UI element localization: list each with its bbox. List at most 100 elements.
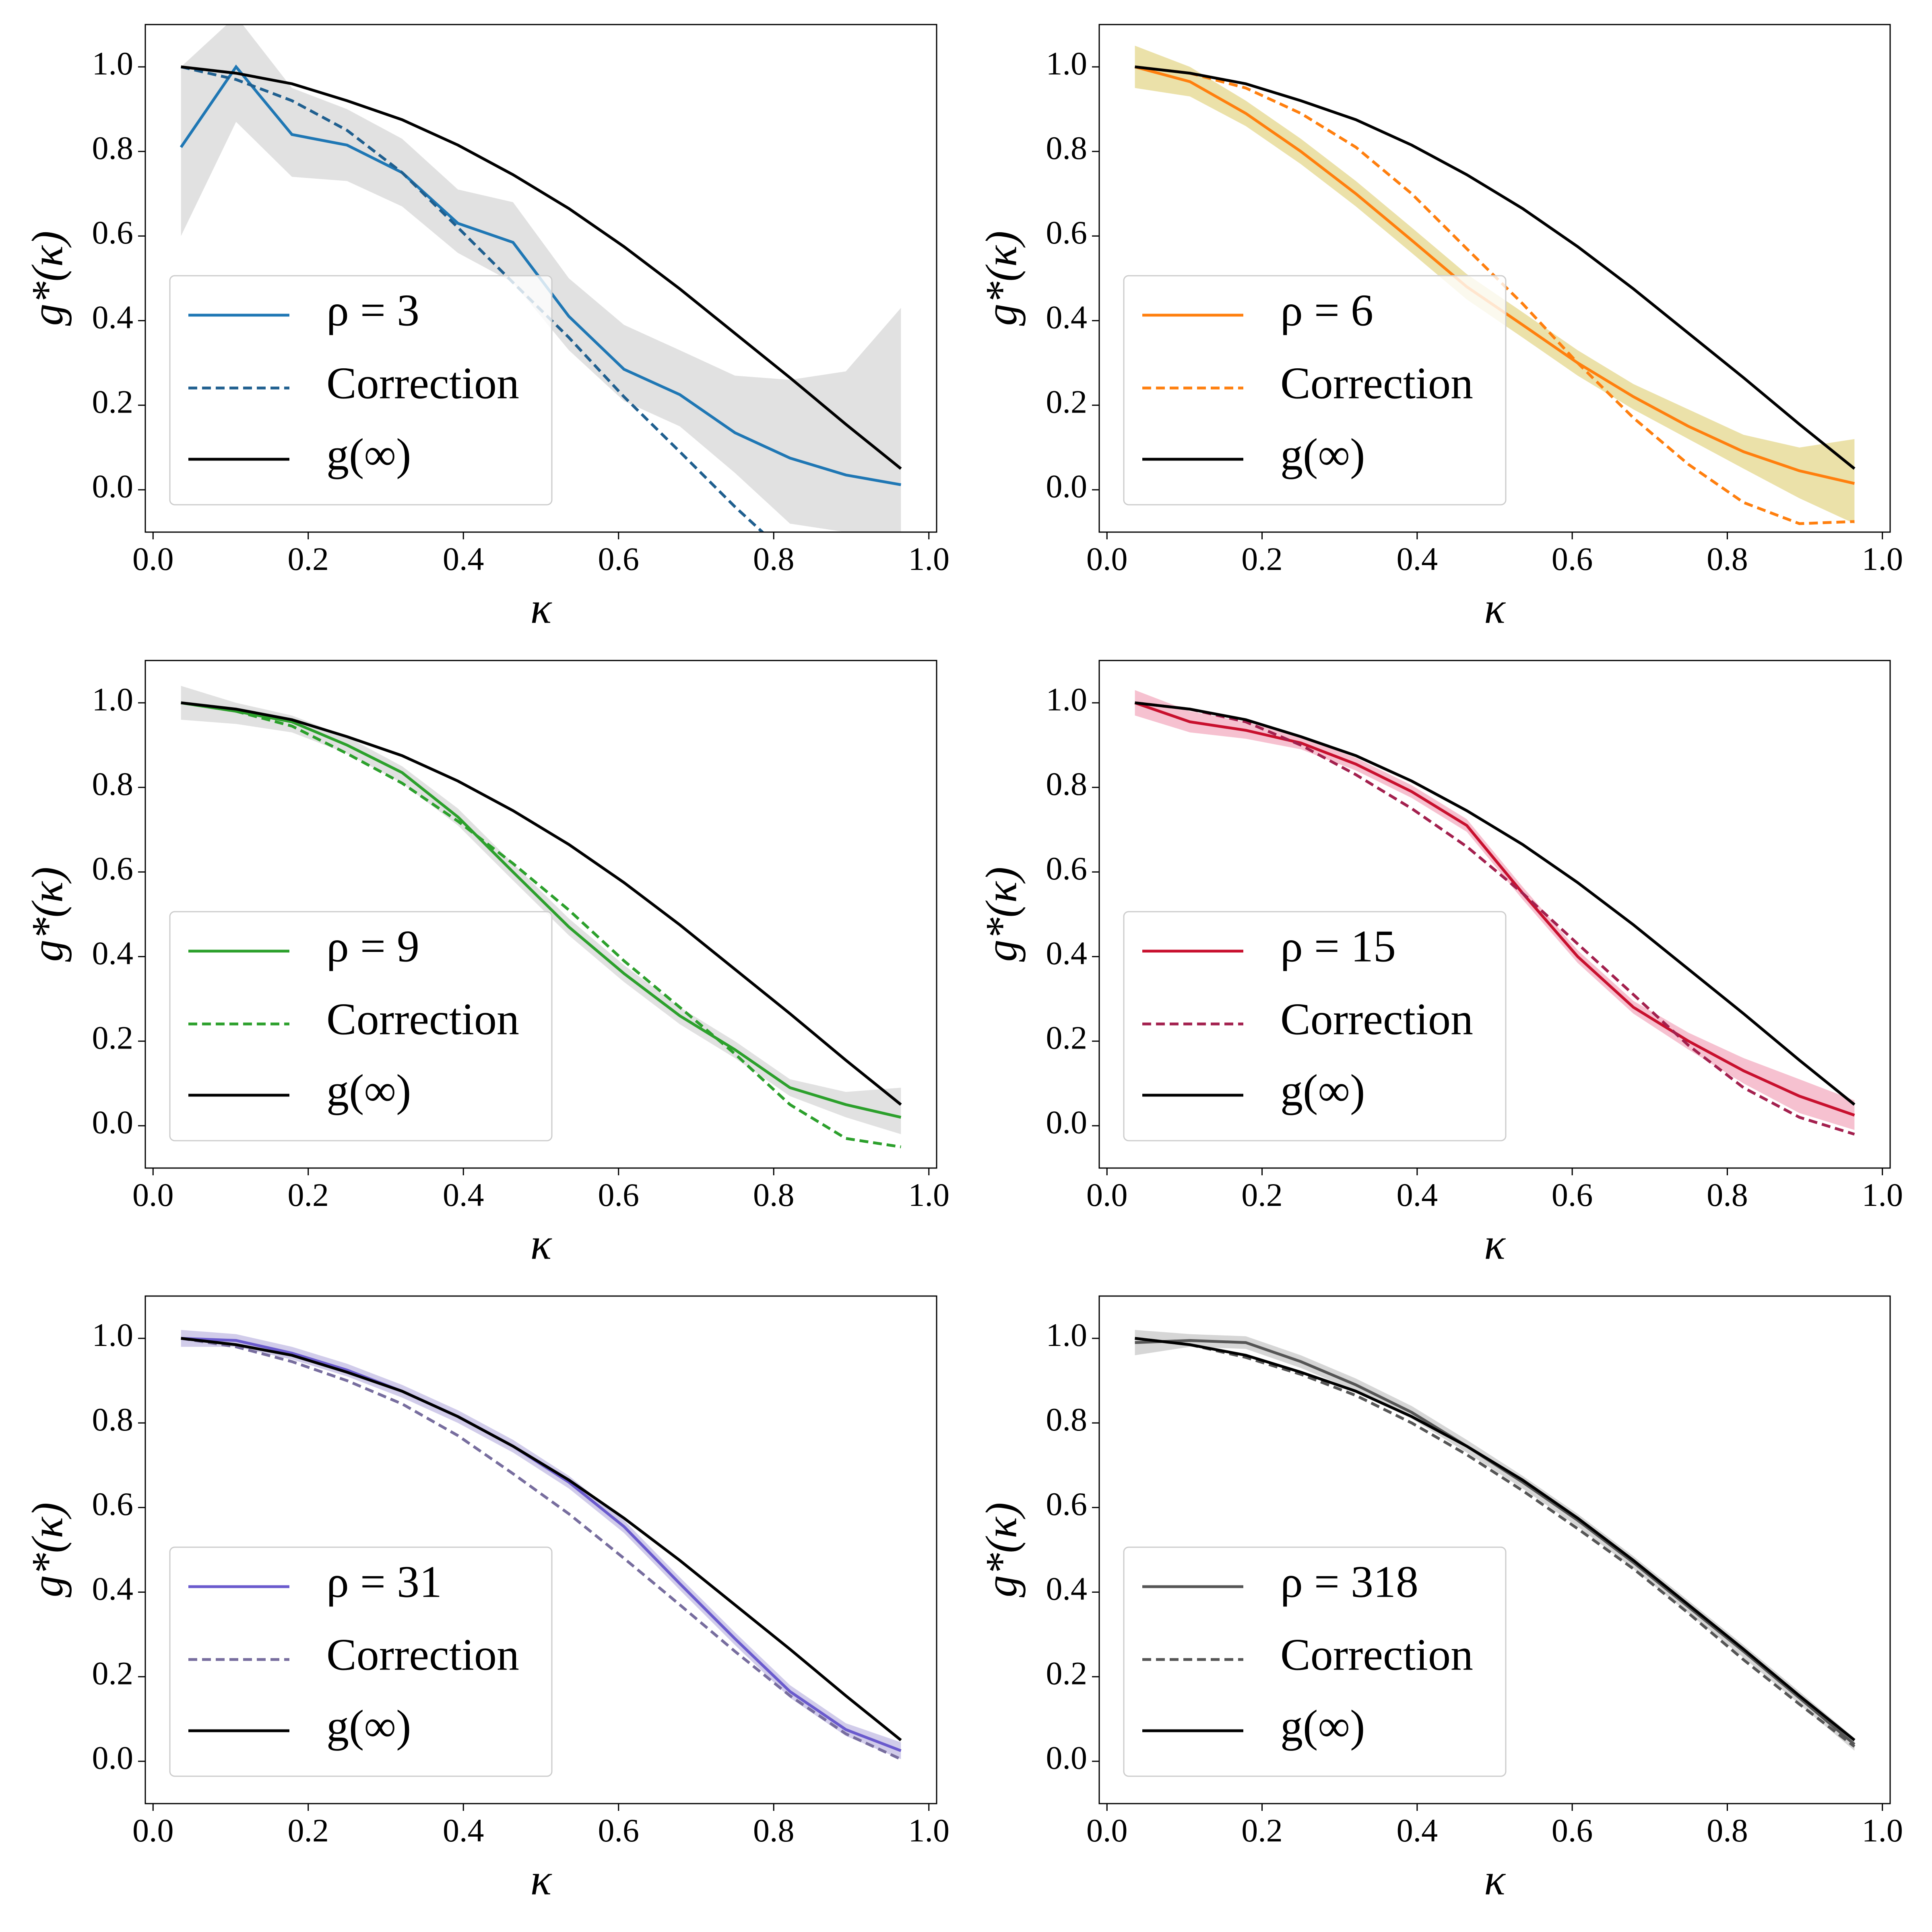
y-tick-label: 0.2 [1046,1020,1088,1056]
plot-area [181,1330,902,1761]
series-line [181,1337,902,1761]
y-tick-label: 0.2 [92,1020,134,1056]
legend-label: g(∞) [1280,1701,1365,1751]
legend-box [169,1546,553,1777]
legend-box [1123,911,1507,1141]
x-tick-label: 0.2 [1241,1812,1283,1849]
legend-label: g(∞) [1280,1066,1365,1116]
x-axis-label: κ [1484,583,1506,632]
y-tick-label: 0.2 [1046,1655,1088,1692]
y-tick-label: 1.0 [1046,45,1088,82]
legend-label: Correction [1280,359,1473,409]
y-tick-label: 0.6 [92,1486,134,1522]
legend-box [169,911,553,1141]
subplot: 0.0 0.2 0.4 0.6 0.8 1.0 0.0 0.2 0.4 0.6 0.8 1.0 κ g*(… [976,24,1903,632]
x-tick-label: 0.0 [132,1177,174,1213]
confidence-band [1135,45,1855,524]
x-tick-label: 0.6 [1552,541,1593,577]
legend-label: g(∞) [326,430,411,480]
y-tick-label: 0.8 [92,766,134,802]
x-tick-label: 0.0 [1086,1812,1128,1849]
x-tick-label: 0.2 [288,541,329,577]
subplot: 0.0 0.2 0.4 0.6 0.8 1.0 0.0 0.2 0.4 0.6 0.8 1.0 κ g*(… [976,1295,1903,1904]
series-line [1135,1337,1856,1742]
x-tick-label: 0.0 [132,1812,174,1849]
x-tick-label: 0.0 [1086,1177,1128,1213]
y-tick-label: 0.0 [1046,1104,1088,1141]
legend-label: Correction [326,995,519,1044]
legend-label: g(∞) [1280,430,1365,480]
y-tick-label: 0.4 [92,299,134,335]
y-tick-label: 0.6 [1046,214,1088,251]
legend-box [1123,1546,1507,1777]
series-line [1135,701,1856,1106]
x-tick-label: 1.0 [908,1812,949,1849]
x-tick-label: 1.0 [1862,1812,1903,1849]
x-tick-label: 0.4 [443,1177,484,1213]
legend-label: Correction [326,1630,519,1680]
x-tick-label: 0.6 [1552,1812,1593,1849]
x-tick-label: 0.4 [1397,1177,1438,1213]
axes-frame [144,24,937,533]
x-axis-label: κ [530,1219,552,1268]
y-tick-label: 0.6 [92,214,134,251]
legend-box [1123,275,1507,506]
y-tick-label: 0.8 [92,130,134,166]
series-line [181,701,901,1148]
subplot: 0.0 0.2 0.4 0.6 0.8 1.0 0.0 0.2 0.4 0.6 0.8 1.0 κ g*(… [976,660,1903,1268]
y-tick-label: 0.8 [1046,130,1088,166]
x-tick-label: 0.4 [443,541,484,577]
axes-frame [144,660,937,1169]
confidence-band [181,1330,901,1759]
x-tick-label: 0.8 [1707,1812,1748,1849]
y-tick-label: 0.4 [92,935,134,971]
x-tick-label: 0.0 [132,541,174,577]
legend-label: ρ = 318 [1280,1557,1418,1607]
y-tick-label: 0.0 [92,468,134,505]
axes-frame [1098,660,1891,1169]
x-tick-label: 0.6 [1552,1177,1593,1213]
legend-box [169,275,553,506]
y-axis-label: g*(κ) [976,1502,1026,1597]
x-tick-label: 1.0 [908,541,949,577]
y-tick-label: 0.0 [1046,1740,1088,1776]
y-tick-label: 0.8 [1046,766,1088,802]
x-tick-label: 0.4 [443,1812,484,1849]
x-tick-label: 0.2 [288,1812,329,1849]
plot-area [1134,690,1856,1136]
x-tick-label: 0.4 [1397,1812,1438,1849]
plot-area [181,686,902,1148]
y-tick-label: 0.0 [1046,468,1088,505]
y-axis-label: g*(κ) [23,867,72,962]
y-tick-label: 0.4 [1046,1570,1088,1607]
x-tick-label: 1.0 [1862,1177,1903,1213]
x-tick-label: 0.2 [1241,541,1283,577]
axes-frame [1098,1295,1891,1804]
confidence-band [1135,690,1855,1130]
x-tick-label: 0.8 [753,1177,795,1213]
y-tick-label: 0.4 [92,1570,134,1607]
x-axis-label: κ [530,1855,552,1904]
legend-label: ρ = 3 [326,286,419,336]
x-tick-label: 0.6 [598,541,639,577]
legend-label: Correction [1280,1630,1473,1680]
x-tick-label: 1.0 [908,1177,949,1213]
x-axis-label: κ [530,583,552,632]
y-tick-label: 1.0 [92,1317,134,1353]
x-tick-label: 0.0 [1086,541,1128,577]
x-tick-label: 0.6 [598,1177,639,1213]
y-axis-label: g*(κ) [976,231,1026,326]
subplot: 0.0 0.2 0.4 0.6 0.8 1.0 0.0 0.2 0.4 0.6 0.8 1.0 κ g*(… [23,660,949,1268]
y-tick-label: 1.0 [1046,681,1088,718]
series-line [181,701,902,1119]
y-tick-label: 0.4 [1046,935,1088,971]
x-tick-label: 0.2 [288,1177,329,1213]
legend-label: Correction [326,359,519,409]
series-line [1135,65,1856,470]
series-line [181,65,902,470]
x-tick-label: 1.0 [1862,541,1903,577]
legend-label: g(∞) [326,1066,411,1116]
y-tick-label: 1.0 [1046,1317,1088,1353]
